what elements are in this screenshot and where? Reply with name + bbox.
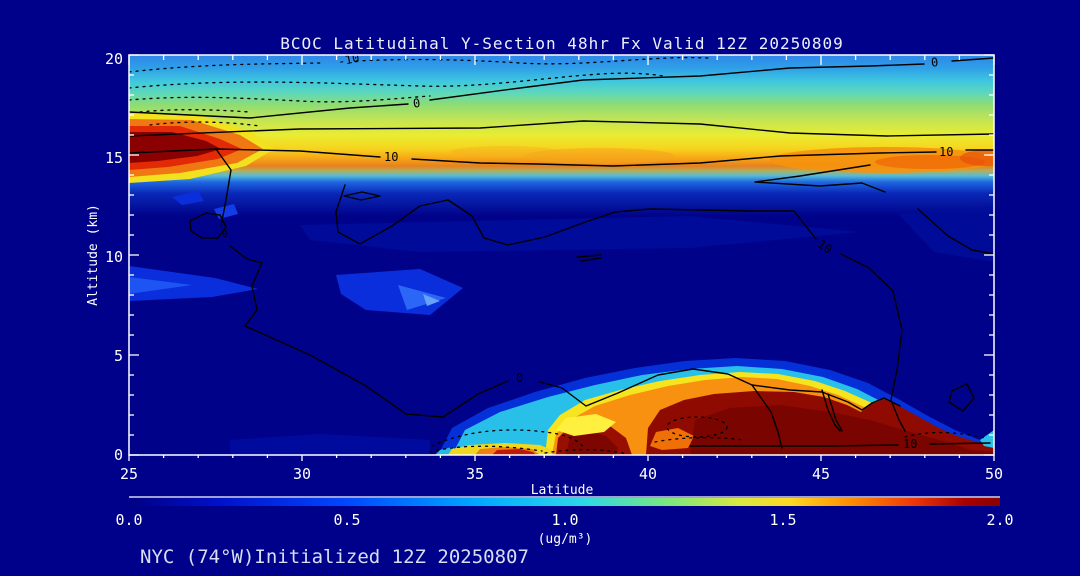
colorbar-tick-labels: 0.0 0.5 1.0 1.5 2.0 xyxy=(115,511,1013,529)
y-tick-label: 0 xyxy=(114,446,123,464)
x-axis-tick-labels: 25 30 35 40 45 50 xyxy=(120,465,1003,483)
contour-label-ten: 10 xyxy=(903,437,917,451)
y-tick-label: 5 xyxy=(114,347,123,365)
y-axis-label: Altitude (km) xyxy=(86,204,101,306)
axis-ticks xyxy=(128,54,995,461)
contour-label-zero: 0 xyxy=(516,371,523,385)
solid-contours xyxy=(129,57,994,449)
colorbar-gradient xyxy=(129,498,1000,506)
page-title: BCOC Latitudinal Y-Section 48hr Fx Valid… xyxy=(280,34,844,53)
colorbar-tick-label: 2.0 xyxy=(986,511,1013,529)
x-axis-label: Latitude xyxy=(531,483,594,498)
x-tick-label: 30 xyxy=(293,465,311,483)
dotted-contours xyxy=(129,56,986,455)
contour-label-zero: 0 xyxy=(222,229,228,240)
y-tick-label: 20 xyxy=(105,50,123,68)
colorbar: 0.0 0.5 1.0 1.5 2.0 (ug/m³) xyxy=(115,496,1014,547)
x-tick-label: 35 xyxy=(466,465,484,483)
colorbar-tick-label: 0.0 xyxy=(115,511,142,529)
colorbar-tick-label: 1.0 xyxy=(551,511,578,529)
y-axis-tick-labels: 0 5 10 15 20 xyxy=(105,50,123,464)
x-tick-label: 25 xyxy=(120,465,138,483)
contour-field: -10 0 0 10 10 0 0 10 10 xyxy=(129,51,994,455)
x-tick-label: 45 xyxy=(812,465,830,483)
contour-label-ten: 10 xyxy=(815,237,835,257)
x-tick-label: 50 xyxy=(985,465,1003,483)
contour-label-minus10: -10 xyxy=(337,51,361,69)
x-tick-label: 40 xyxy=(639,465,657,483)
contour-labels: -10 0 0 10 10 0 0 10 10 xyxy=(222,51,953,451)
y-tick-label: 10 xyxy=(105,248,123,266)
y-tick-label: 15 xyxy=(105,149,123,167)
contour-label-zero: 0 xyxy=(412,96,421,111)
colorbar-tick-label: 1.5 xyxy=(769,511,796,529)
strat-max-core xyxy=(129,132,221,163)
colorbar-units: (ug/m³) xyxy=(538,532,593,547)
contour-label-zero: 0 xyxy=(930,55,939,70)
contour-label-ten: 10 xyxy=(384,150,398,164)
colorbar-tick-label: 0.5 xyxy=(333,511,360,529)
footer-annotation: NYC (74°W)Initialized 12Z 20250807 xyxy=(140,546,529,568)
contour-label-ten: 10 xyxy=(939,145,953,159)
